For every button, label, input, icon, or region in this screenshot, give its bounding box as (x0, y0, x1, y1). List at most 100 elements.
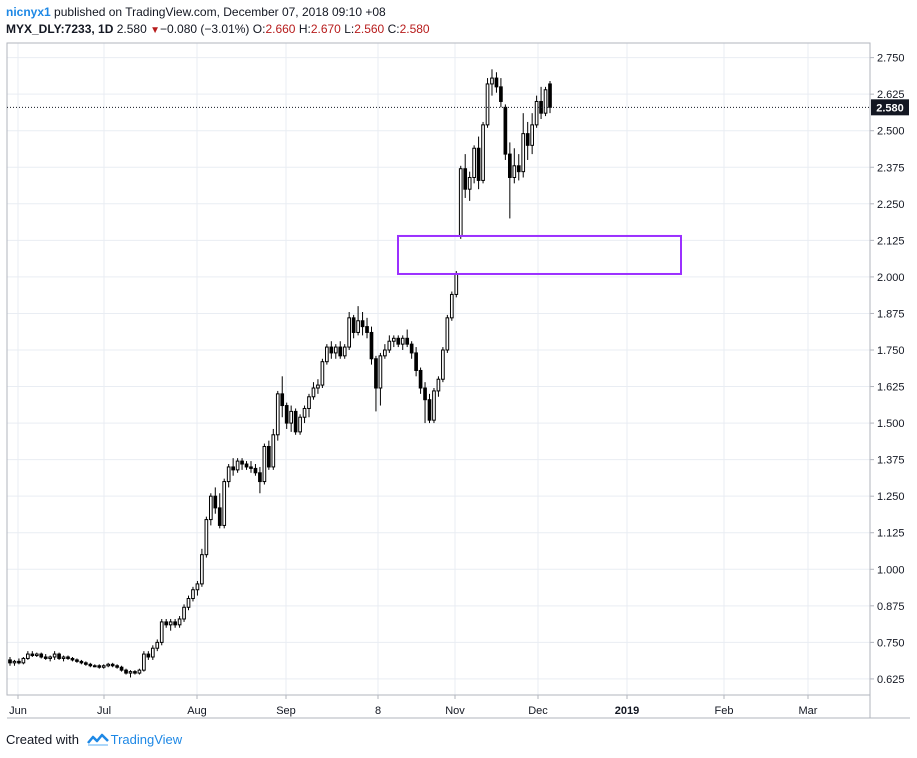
last-price-label-bg (871, 99, 909, 116)
candle-body-down (396, 337, 401, 345)
candle-body-down (525, 133, 530, 146)
time-tick-label: Nov (445, 705, 465, 717)
candle-body-down (409, 343, 414, 354)
candle-body-down (280, 393, 285, 407)
candle-body-up (432, 390, 436, 421)
candle-body-up (150, 647, 155, 658)
candle-body-up (320, 361, 325, 386)
chart-grid (7, 43, 870, 695)
candle-body-up (182, 606, 186, 620)
time-tick-label: 2019 (615, 705, 639, 717)
price-tick-label: 1.375 (877, 455, 905, 467)
candle-body-up (137, 669, 142, 674)
last-price-value: 2.580 (116, 22, 147, 36)
price-tick-label: 2.625 (877, 89, 905, 101)
candle-body-up (235, 460, 240, 471)
candle-body-down (414, 352, 418, 371)
candle-body-up (101, 665, 106, 668)
low-value: 2.560 (354, 22, 385, 36)
author-name[interactable]: nicnyx1 (6, 5, 51, 19)
candle-body-up (195, 583, 200, 591)
candle-body-up (311, 387, 316, 398)
candle-body-up (168, 621, 173, 626)
price-tick-label: 2.250 (877, 199, 905, 211)
price-tick-label: 1.875 (877, 308, 905, 320)
price-tick-label: 2.000 (877, 272, 905, 284)
publish-info: published on TradingView.com, December 0… (54, 5, 386, 19)
candle-body-up (521, 133, 526, 173)
candle-body-down (124, 669, 128, 674)
price-tick-label: 2.375 (877, 162, 905, 174)
time-tick-label: Mar (799, 705, 818, 717)
price-tick-label: 1.250 (877, 491, 905, 503)
footer: Created with TradingView (6, 732, 182, 749)
time-tick-label: Sep (276, 705, 296, 717)
candle-body-up (383, 349, 387, 357)
candle-body-up (485, 83, 490, 126)
open-label: O: (252, 22, 266, 36)
price-tick-label: 1.500 (877, 418, 905, 430)
candle-body-down (476, 147, 481, 181)
candle-body-down (374, 358, 378, 389)
candle-body-down (231, 466, 235, 471)
low-label: L: (344, 22, 355, 36)
candle-body-up (34, 653, 39, 657)
candle-body-down (369, 331, 374, 360)
time-axis[interactable]: Jun Jul Aug Sep 8 Nov Dec 2019 Feb Mar (9, 695, 818, 717)
candle-body-down (133, 671, 137, 674)
candle-body-up (142, 653, 146, 671)
candle-body-up (177, 618, 182, 626)
candle-body-up (204, 519, 209, 556)
candle-body-up (530, 124, 534, 146)
candle-body-down (164, 621, 169, 626)
candle-body-up (128, 671, 133, 674)
candle-body-up (298, 416, 302, 433)
candle-body-down (119, 666, 124, 671)
price-tick-label: 0.625 (877, 674, 905, 686)
price-tick-label: 1.625 (877, 382, 905, 394)
price-tick-label: 1.000 (877, 564, 905, 576)
candle-body-down (173, 621, 177, 626)
candle-body-down (75, 659, 79, 662)
candle-body-down (66, 656, 70, 659)
candle-body-up (472, 147, 476, 178)
candle-body-down (146, 653, 151, 658)
highlight-zone-rectangle[interactable] (397, 234, 682, 275)
symbol-label: MYX_DLY:7233, 1D (6, 22, 114, 36)
candle-body-down (8, 659, 12, 664)
candle-body-down (30, 653, 35, 657)
candle-body-up (356, 320, 360, 333)
candle-body-up (191, 589, 195, 600)
candle-body-up (262, 445, 267, 483)
candle-body-down (494, 77, 499, 88)
candle-body-up (92, 665, 97, 668)
last-price-label: 2.580 (876, 102, 904, 114)
candle-body-down (244, 463, 249, 468)
time-tick-label: 8 (375, 705, 381, 717)
candle-body-down (284, 405, 289, 424)
tradingview-link[interactable]: TradingView (110, 732, 183, 747)
price-tick-label: 2.750 (877, 53, 905, 65)
candle-body-down (267, 445, 271, 468)
candle-body-down (365, 326, 369, 333)
candle-body-up (271, 434, 276, 468)
candle-body-up (316, 384, 320, 389)
price-tick-label: 2.500 (877, 126, 905, 138)
price-tick-label: 1.125 (877, 528, 905, 540)
candle-body-up (467, 176, 472, 190)
candle-body-up (12, 660, 17, 664)
candle-body-down (253, 467, 258, 474)
price-tick-label: 0.750 (877, 637, 905, 649)
candle-body-up (289, 410, 293, 424)
candle-body-up (307, 396, 311, 409)
candle-body-down (70, 657, 75, 661)
plot-area-border (6, 42, 871, 696)
candle-body-down (503, 106, 508, 155)
candle-body-up (52, 653, 57, 658)
candle-body-down (423, 387, 427, 401)
candle-body-up (400, 337, 405, 345)
price-axis[interactable]: 2.750 2.625 2.500 2.375 2.250 2.125 2.000 1.875… (870, 53, 905, 686)
candle-body-up (325, 346, 329, 363)
candle-body-down (88, 663, 93, 667)
